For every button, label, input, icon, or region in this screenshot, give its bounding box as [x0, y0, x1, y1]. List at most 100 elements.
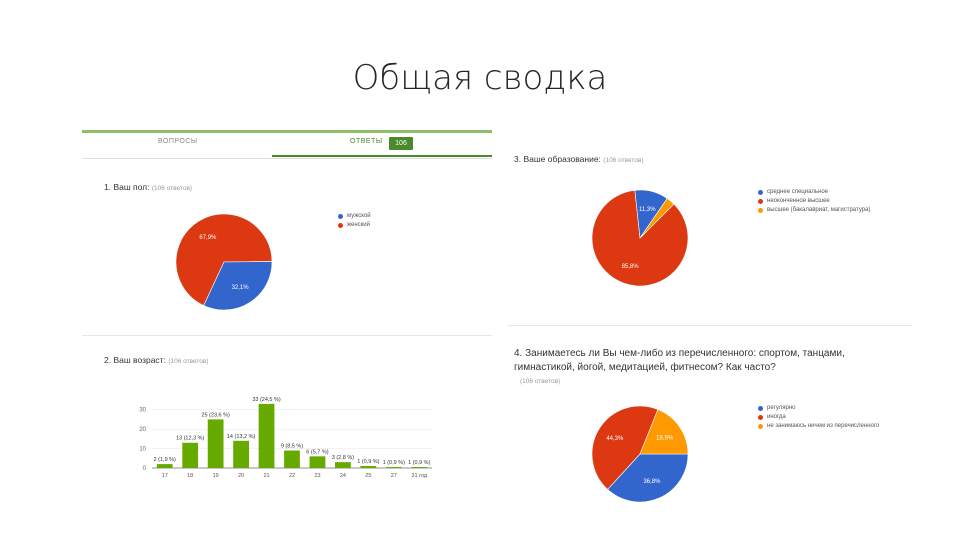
legend-dot-icon	[758, 208, 763, 213]
q2-xtick-5: 22	[289, 473, 295, 479]
q3-legend-label-2: высшее (бакалавриат, магистратура)	[767, 207, 871, 213]
q4-pie-chart: 36,8% 44,3% 18,9%	[591, 405, 689, 502]
q3-legend-label-0: среднее специальное	[767, 189, 829, 195]
slide-title: Общая сводка	[352, 58, 608, 98]
section-divider	[508, 325, 912, 326]
q3-title-text: 3. Ваше образование:	[514, 154, 601, 164]
q2-bar-label-5: 9 (8,5 %)	[281, 444, 303, 450]
tab-bar: ВОПРОСЫ ОТВЕТЫ 106	[82, 130, 492, 159]
q2-bar-4	[258, 403, 275, 468]
q1-title: 1. Ваш пол: (106 ответов)	[104, 182, 192, 192]
q3-panel: 3. Ваше образование: (106 ответов) 85,8%…	[508, 132, 912, 326]
q4-pie-label-0: 36,8%	[643, 479, 661, 485]
q2-bar-10	[411, 467, 428, 468]
legend-dot-icon	[758, 190, 763, 195]
q4-pie-slice-2	[639, 409, 689, 455]
q4-title-line2: гимнастикой, йогой, медитацией, фитнесом…	[514, 362, 776, 373]
q1-pie-chart: 67,9% 32,1%	[175, 213, 273, 311]
legend-dot-icon	[758, 424, 763, 429]
q2-bar-3	[233, 440, 249, 468]
q2-bar-label-10: 1 (0,9 %)	[408, 460, 430, 466]
q1-pie-slice-1	[203, 261, 273, 311]
q2-xtick-4: 21	[263, 473, 269, 479]
legend-dot-icon	[758, 415, 763, 420]
q2-bar-label-8: 1 (0,9 %)	[357, 459, 379, 465]
q4-count-row: (106 ответов)	[520, 375, 560, 385]
q4-legend: регулярно иногда не занимаюсь ничем из пер…	[758, 404, 879, 431]
q2-bar-label-0: 2 (1,9 %)	[154, 457, 176, 463]
q2-bar-8	[360, 466, 377, 468]
q2-xtick-2: 19	[213, 473, 219, 479]
q2-ytick-0: 0	[143, 466, 147, 472]
q2-bar-label-6: 6 (5,7 %)	[306, 449, 328, 455]
legend-dot-icon	[338, 214, 343, 219]
q1-count: (106 ответов)	[151, 185, 193, 192]
q3-pie-slice-2	[639, 198, 675, 239]
q2-bar-label-4: 33 (24,5 %)	[252, 397, 281, 403]
q2-ytick-3: 30	[139, 408, 146, 414]
q4-legend-item-2: не занимаюсь ничем из перечисленного	[758, 422, 879, 431]
top-accent-bar	[82, 130, 492, 133]
q1-legend-item-1: женский	[338, 221, 371, 230]
q2-bar-label-2: 25 (23,6 %)	[201, 412, 230, 418]
q2-count: (106 ответов)	[168, 358, 209, 365]
q3-pie-chart: 85,8% 11,3%	[591, 189, 689, 287]
q4-legend-label-1: иногда	[767, 414, 786, 420]
q2-bar-2	[207, 419, 224, 468]
q4-legend-label-2: не занимаюсь ничем из перечисленного	[767, 423, 880, 429]
q2-xtick-1: 18	[187, 473, 193, 479]
q2-bar-5	[284, 450, 300, 468]
active-tab-indicator	[272, 155, 492, 157]
q2-xtick-3: 20	[238, 473, 244, 479]
form-responses-panel: ВОПРОСЫ ОТВЕТЫ 106 1. Ваш пол: (106 отве…	[82, 130, 492, 502]
q2-bar-9	[385, 467, 402, 468]
q1-legend: мужской женский	[338, 212, 371, 230]
q3-legend-item-2: высшее (бакалавриат, магистратура)	[758, 206, 870, 215]
q2-ytick-1: 10	[139, 447, 146, 453]
q1-title-text: 1. Ваш пол:	[104, 182, 150, 192]
q4-count: (106 ответов)	[520, 378, 561, 385]
q2-xtick-9: 27	[391, 473, 397, 479]
q2-xtick-8: 25	[365, 473, 371, 479]
q2-title-text: 2. Ваш возраст:	[104, 355, 166, 365]
tab-questions[interactable]: ВОПРОСЫ	[158, 138, 198, 145]
q3-title: 3. Ваше образование: (106 ответов)	[514, 154, 643, 164]
q3-count: (106 ответов)	[603, 157, 644, 164]
q2-xtick-6: 23	[314, 473, 320, 479]
q2-bar-chart: 0 10 20 30 2 (1,9 %) 17 13 (12,3 %) 18 25 (23,6 …	[139, 397, 432, 479]
q1-legend-item-0: мужской	[338, 212, 371, 221]
q2-title: 2. Ваш возраст: (106 ответов)	[104, 355, 209, 365]
q1-pie-label-0: 67,9%	[199, 235, 217, 241]
q2-bar-6	[309, 456, 326, 468]
q4-legend-item-1: иногда	[758, 413, 879, 422]
q2-bar-label-1: 13 (12,3 %)	[176, 436, 205, 442]
q2-xtick-10: 31 год	[411, 473, 427, 479]
q3-pie-label-0: 85,8%	[622, 264, 640, 270]
q4-title-line1: 4. Занимаетесь ли Вы чем-либо из перечис…	[514, 348, 845, 359]
answers-count-badge: 106	[389, 137, 413, 150]
legend-dot-icon	[338, 223, 343, 228]
q4-legend-label-0: регулярно	[767, 405, 796, 411]
section-divider	[82, 335, 492, 336]
q1-pie-slice-0	[175, 213, 273, 306]
q1-legend-label-0: мужской	[347, 213, 371, 219]
q4-pie-slice-0	[607, 453, 689, 502]
q2-xtick-0: 17	[162, 473, 168, 479]
q4-panel: 4. Занимаетесь ли Вы чем-либо из перечис…	[508, 330, 912, 502]
q4-pie-slice-1	[591, 405, 659, 490]
q2-ytick-2: 20	[139, 427, 146, 433]
q2-bar-label-3: 14 (13,2 %)	[227, 434, 256, 440]
q2-bar-7	[335, 462, 351, 468]
q2-bar-1	[182, 442, 199, 468]
q2-bar-label-9: 1 (0,9 %)	[383, 460, 405, 466]
q2-xtick-7: 24	[340, 473, 346, 479]
q2-bar-0	[156, 464, 173, 468]
q4-pie-label-1: 44,3%	[606, 436, 624, 442]
tab-answers[interactable]: ОТВЕТЫ	[350, 138, 383, 145]
q4-legend-item-0: регулярно	[758, 404, 879, 413]
q2-bar-label-7: 3 (2,8 %)	[332, 455, 354, 461]
legend-dot-icon	[758, 199, 763, 204]
q3-legend-label-1: неоконченное высшее	[767, 198, 830, 204]
q1-pie-label-1: 32,1%	[232, 285, 250, 291]
q3-pie-label-1: 11,3%	[639, 207, 656, 213]
